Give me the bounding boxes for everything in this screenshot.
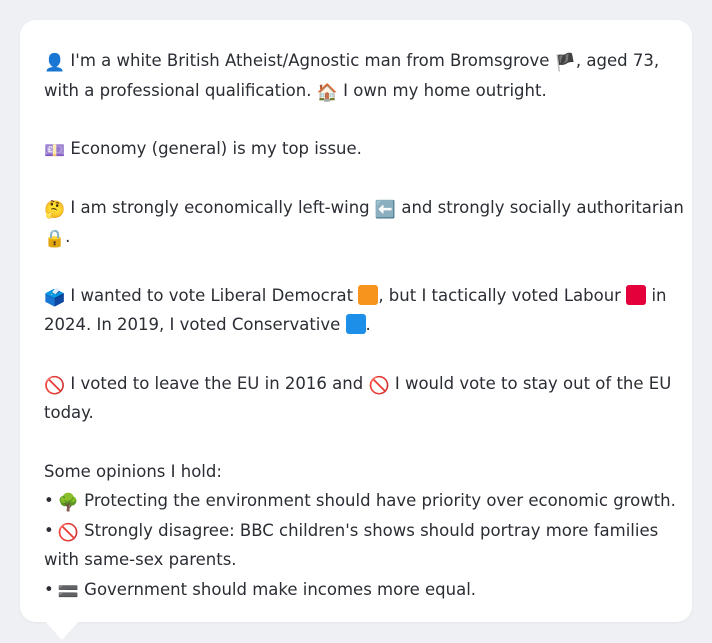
bullet: • bbox=[44, 491, 54, 510]
opinions-section: Some opinions I hold: • 🌳 Protecting the … bbox=[44, 457, 676, 605]
opinion-text-continued: with same-sex parents. bbox=[44, 550, 237, 569]
tree-icon: 🌳 bbox=[57, 493, 79, 513]
voting-paragraph: 🗳️ I wanted to vote Liberal Democrat , b… bbox=[44, 281, 670, 340]
voting-text-b: , but I tactically voted Labour bbox=[378, 285, 621, 305]
opinion-item: • 🚫 Strongly disagree: BBC children's sho… bbox=[44, 520, 659, 543]
lock-icon: 🔒 bbox=[44, 229, 66, 249]
demographics-paragraph: 👤 I'm a white British Atheist/Agnostic m… bbox=[44, 46, 670, 105]
liberal-democrat-square-icon bbox=[358, 284, 379, 305]
qualification-text: with a professional qualification. bbox=[44, 80, 312, 100]
ideology-text-b: and strongly socially authoritarian bbox=[401, 197, 684, 217]
eu-text-c: today. bbox=[44, 403, 94, 422]
labour-square-icon bbox=[626, 284, 647, 305]
prohibited-icon: 🚫 bbox=[44, 375, 66, 396]
conservative-square-icon bbox=[345, 314, 366, 334]
voting-2019-end: . bbox=[365, 315, 371, 334]
opinion-item: • 🟰 Government should make incomes more e… bbox=[44, 579, 477, 602]
ballot-box-icon: 🗳️ bbox=[44, 287, 66, 308]
eu-paragraph: 🚫 I voted to leave the EU in 2016 and 🚫 … bbox=[44, 369, 672, 428]
ideology-text-a: I am strongly economically left-wing bbox=[70, 197, 370, 217]
eu-text-a: I voted to leave the EU in 2016 and bbox=[70, 373, 364, 393]
person-icon: 👤 bbox=[44, 53, 66, 73]
eu-text-b: I would vote to stay out of the EU bbox=[394, 373, 672, 393]
home-ownership-text: I own my home outright. bbox=[343, 80, 547, 100]
opinion-text: Strongly disagree: BBC children's shows … bbox=[84, 520, 659, 540]
opinions-heading: Some opinions I hold: bbox=[44, 461, 222, 481]
ideology-text-c: . bbox=[65, 227, 71, 246]
demographics-text-a: I'm a white British Atheist/Agnostic man… bbox=[70, 51, 550, 70]
bullet: • bbox=[44, 579, 54, 599]
equals-icon: 🟰 bbox=[57, 581, 79, 602]
money-icon: 💷 bbox=[44, 141, 66, 161]
england-flag-icon: 🏴 bbox=[554, 53, 576, 73]
prohibited-icon: 🚫 bbox=[57, 522, 79, 543]
opinion-item: • 🌳 Protecting the environment should hav… bbox=[44, 491, 676, 513]
voting-text-c: in bbox=[651, 285, 667, 305]
top-issue-paragraph: 💷 Economy (general) is my top issue. bbox=[44, 134, 670, 164]
thinking-face-icon: 🤔 bbox=[44, 199, 66, 220]
prohibited-icon: 🚫 bbox=[368, 375, 390, 396]
voting-2019-text: 2024. In 2019, I voted Conservative bbox=[44, 315, 341, 334]
house-icon: 🏠 bbox=[316, 82, 338, 103]
ideology-paragraph: 🤔 I am strongly economically left-wing ⬅… bbox=[44, 193, 684, 252]
opinion-text: Protecting the environment should have p… bbox=[84, 491, 676, 510]
profile-card: 👤 I'm a white British Atheist/Agnostic m… bbox=[20, 20, 692, 622]
voting-text-a: I wanted to vote Liberal Democrat bbox=[70, 285, 354, 305]
top-issue-text: Economy (general) is my top issue. bbox=[70, 139, 362, 158]
left-arrow-icon: ⬅️ bbox=[374, 199, 397, 220]
demographics-text-b: , aged 73, bbox=[575, 51, 660, 70]
bullet: • bbox=[44, 520, 54, 540]
speech-bubble-tail bbox=[44, 620, 80, 640]
opinion-text: Government should make incomes more equa… bbox=[84, 579, 477, 599]
